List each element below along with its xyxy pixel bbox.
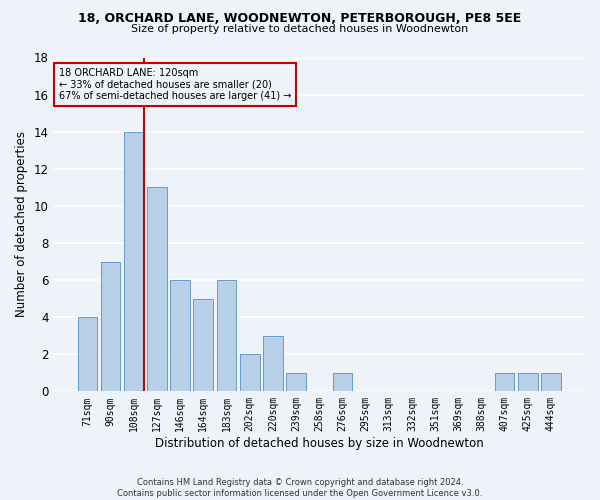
Bar: [495, 373, 514, 392]
Bar: [286, 373, 306, 392]
Bar: [77, 317, 97, 392]
Text: 18, ORCHARD LANE, WOODNEWTON, PETERBOROUGH, PE8 5EE: 18, ORCHARD LANE, WOODNEWTON, PETERBOROU…: [79, 12, 521, 26]
Bar: [541, 373, 561, 392]
Bar: [193, 298, 213, 392]
Text: 18 ORCHARD LANE: 120sqm
← 33% of detached houses are smaller (20)
67% of semi-de: 18 ORCHARD LANE: 120sqm ← 33% of detache…: [59, 68, 291, 100]
Bar: [240, 354, 260, 392]
Text: Contains HM Land Registry data © Crown copyright and database right 2024.
Contai: Contains HM Land Registry data © Crown c…: [118, 478, 482, 498]
X-axis label: Distribution of detached houses by size in Woodnewton: Distribution of detached houses by size …: [155, 437, 484, 450]
Bar: [147, 188, 167, 392]
Bar: [124, 132, 143, 392]
Bar: [217, 280, 236, 392]
Bar: [518, 373, 538, 392]
Text: Size of property relative to detached houses in Woodnewton: Size of property relative to detached ho…: [131, 24, 469, 34]
Bar: [101, 262, 121, 392]
Bar: [332, 373, 352, 392]
Y-axis label: Number of detached properties: Number of detached properties: [15, 132, 28, 318]
Bar: [170, 280, 190, 392]
Bar: [263, 336, 283, 392]
